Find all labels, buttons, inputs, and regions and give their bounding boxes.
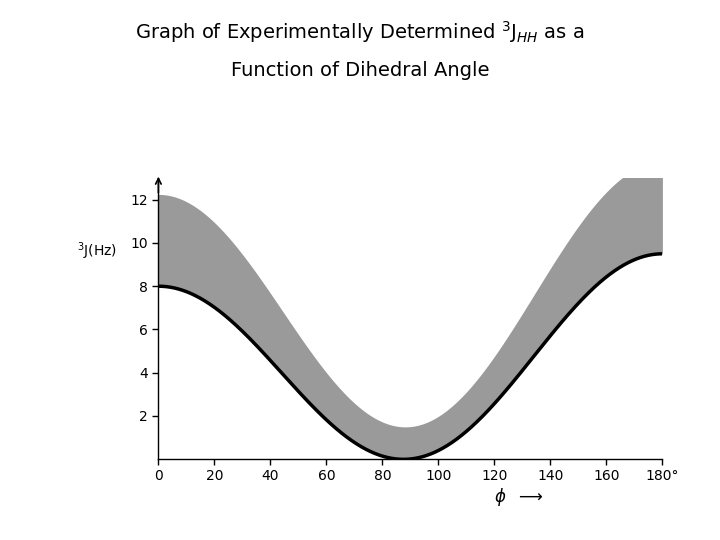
Text: Function of Dihedral Angle: Function of Dihedral Angle: [230, 60, 490, 80]
Text: Graph of Experimentally Determined $^{3}$J$_{HH}$ as a: Graph of Experimentally Determined $^{3}…: [135, 19, 585, 45]
Text: $\phi$  $\longrightarrow$: $\phi$ $\longrightarrow$: [493, 486, 544, 508]
Text: $^{3}$J(Hz): $^{3}$J(Hz): [77, 240, 117, 262]
